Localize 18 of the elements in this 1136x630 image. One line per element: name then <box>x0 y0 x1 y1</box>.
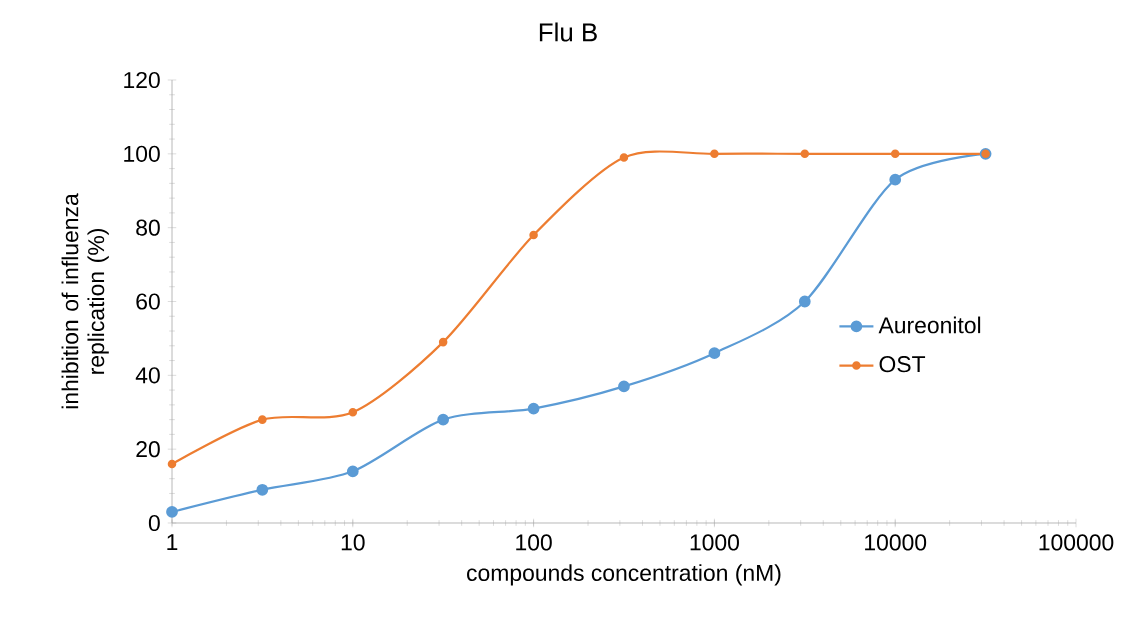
x-tick-label: 1000 <box>690 534 739 551</box>
y-tick-label: 40 <box>135 367 160 384</box>
y-tick-label: 100 <box>124 145 160 162</box>
chart-title: Flu B <box>539 22 597 42</box>
y-axis-title: inhibition of influenza replication (%) <box>61 193 109 409</box>
legend-label: Aureonitol <box>878 316 981 334</box>
x-tick-label: 1 <box>167 534 178 551</box>
y-tick-label: 80 <box>136 219 160 236</box>
x-tick-label: 10000 <box>865 534 927 551</box>
x-tick-label: 10 <box>341 534 365 551</box>
y-tick-label: 20 <box>136 441 160 458</box>
y-tick-label: 60 <box>136 293 160 310</box>
x-tick-label: 100 <box>516 534 552 551</box>
x-tick-label: 100000 <box>1039 534 1114 551</box>
y-tick-label: 120 <box>124 71 160 89</box>
y-tick-label: 0 <box>148 514 160 532</box>
x-axis-title: compounds concentration (nM) <box>467 564 781 586</box>
legend-label: OST <box>879 356 926 373</box>
